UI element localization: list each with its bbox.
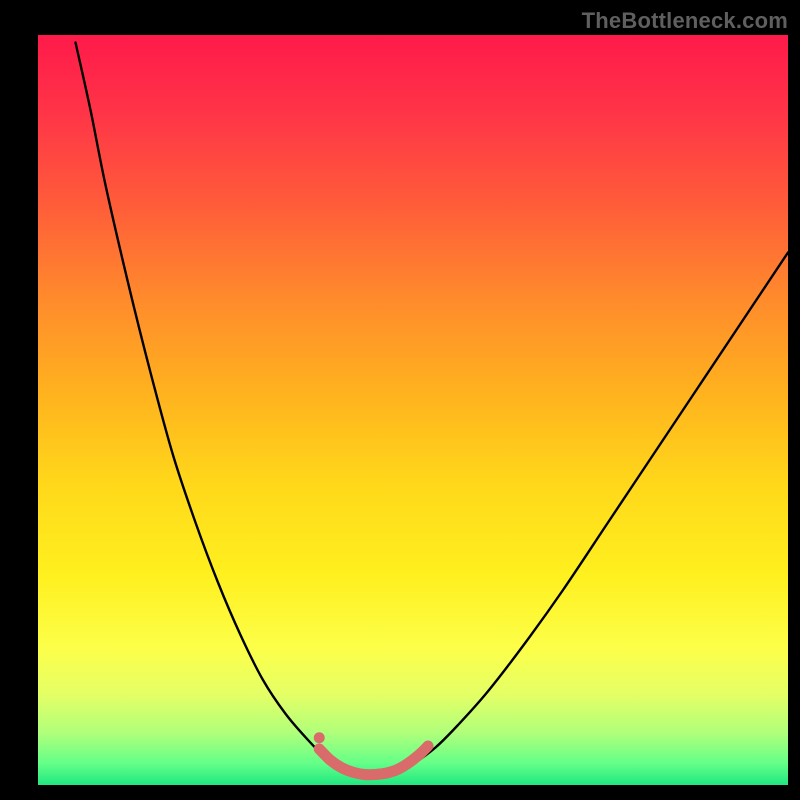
gradient-background xyxy=(38,35,788,785)
watermark-text: TheBottleneck.com xyxy=(582,8,788,34)
plot-svg xyxy=(38,35,788,785)
trough-start-dot xyxy=(314,732,325,743)
plot-area xyxy=(38,35,788,785)
